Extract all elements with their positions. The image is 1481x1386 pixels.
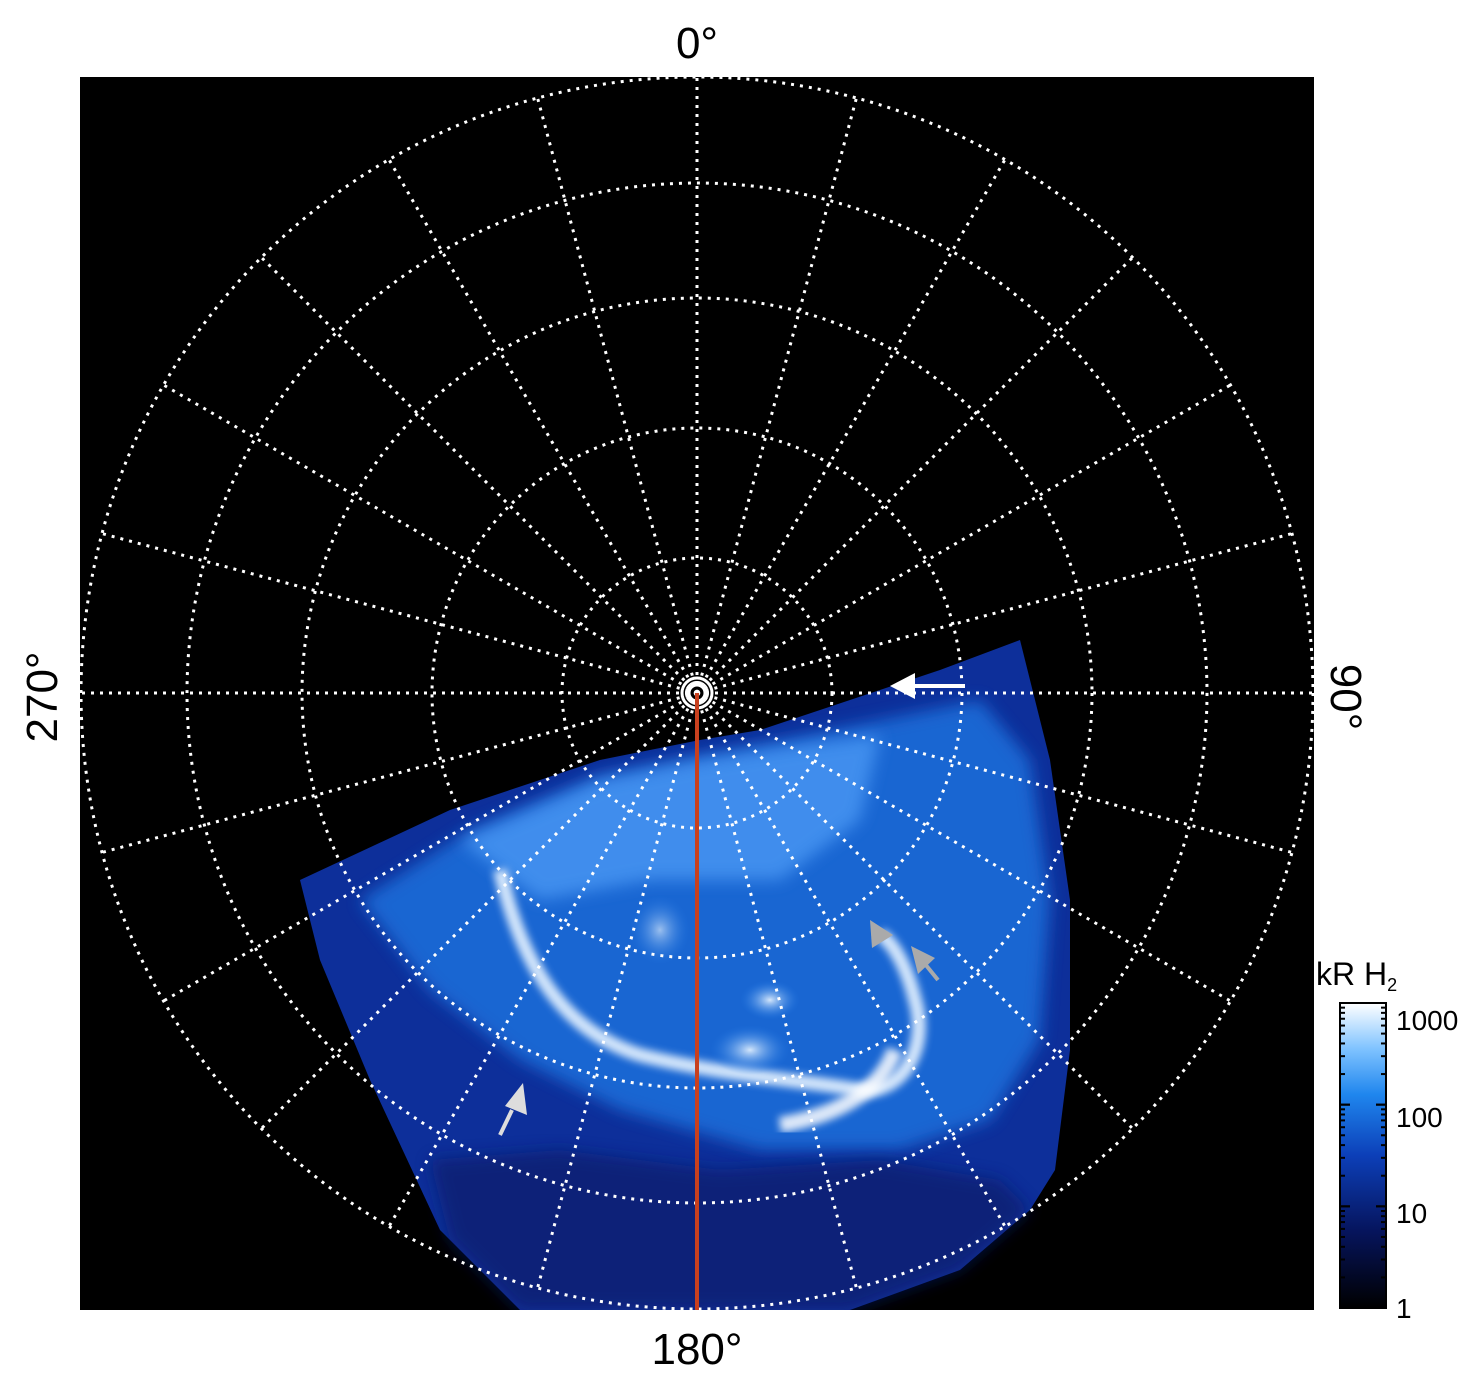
- longitude-line: [696, 383, 1232, 695]
- aurora-image: [300, 640, 1070, 1310]
- latitude-ring: [300, 296, 1094, 1090]
- colorbar-tick-label: 1: [1396, 1293, 1412, 1324]
- latitude-ring: [80, 77, 1314, 1310]
- white-arrow-icon: [890, 673, 965, 699]
- longitude-line: [536, 97, 699, 694]
- light-gray-arrow-icon: [498, 1083, 527, 1136]
- longitude-line: [695, 692, 858, 1289]
- longitude-line: [536, 692, 699, 1289]
- secondary-arc: [778, 1046, 903, 1133]
- colorbar: kR H2 1000 100 10 1: [1316, 956, 1458, 1324]
- longitude-line: [695, 256, 1134, 695]
- longitude-line: [387, 158, 699, 694]
- colorbar-ticks: [1340, 1002, 1386, 1309]
- longitude-line: [101, 691, 698, 854]
- longitude-line: [162, 691, 698, 1003]
- longitude-line: [101, 532, 698, 695]
- gray-arrow-icon: [870, 920, 893, 948]
- colorbar-gradient: [1339, 1002, 1387, 1309]
- longitude-line: [387, 692, 699, 1228]
- colorbar-tick-label: 1000: [1396, 1005, 1458, 1036]
- longitude-line: [696, 532, 1293, 695]
- colorbar-tick-label: 100: [1396, 1102, 1443, 1133]
- longitude-line: [260, 691, 699, 1130]
- label-90-deg: 90°: [1321, 664, 1370, 731]
- longitude-line: [162, 383, 698, 695]
- longitude-line: [695, 692, 1007, 1228]
- colorbar-title: kR H2: [1316, 956, 1397, 995]
- longitude-line: [696, 691, 1232, 1003]
- colorbar-tick-label: 10: [1396, 1198, 1427, 1229]
- longitude-line: [695, 158, 1007, 694]
- longitude-line: [695, 691, 1134, 1130]
- bright-spot: [710, 1025, 790, 1075]
- aurora-streaks: [460, 735, 880, 900]
- longitude-line: [696, 691, 1293, 854]
- bright-spot: [740, 980, 800, 1020]
- label-180-deg: 180°: [651, 1325, 742, 1374]
- label-0-deg: 0°: [676, 19, 718, 68]
- longitude-line: [695, 97, 858, 694]
- bright-spot: [630, 895, 690, 965]
- longitude-line: [260, 256, 699, 695]
- gray-arrow-icon: [911, 946, 940, 982]
- label-270-deg: 270°: [18, 651, 67, 742]
- main-auroral-oval: [493, 868, 926, 1098]
